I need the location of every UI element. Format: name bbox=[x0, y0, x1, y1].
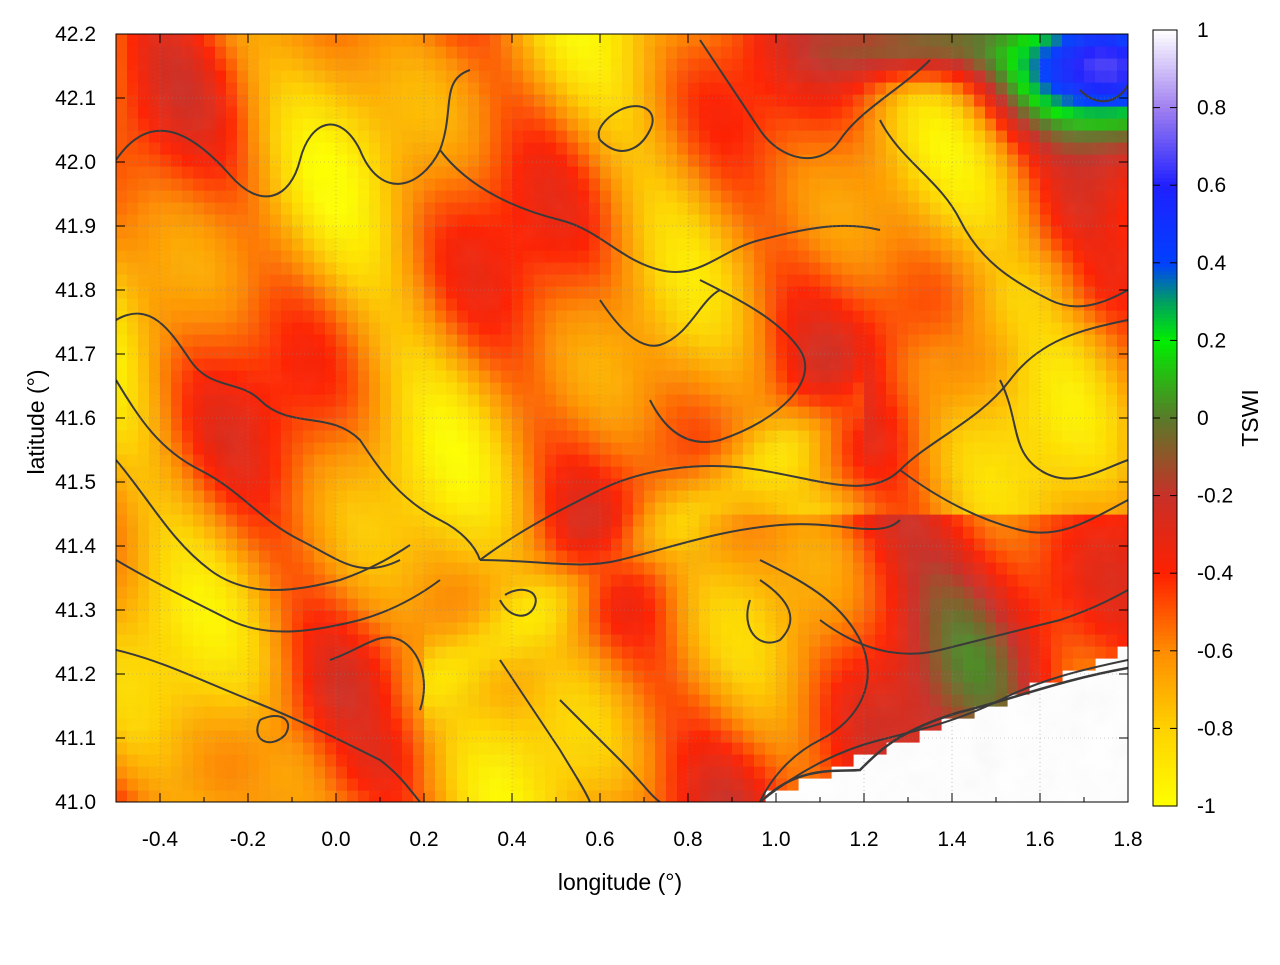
chart-svg: -0.4 -0.2 0.0 0.2 0.4 0.6 0.8 1.0 1.2 1.4 1.6 1.8 4… bbox=[23, 19, 1263, 895]
tswi-heatmap-chart: -0.4 -0.2 0.0 0.2 0.4 0.6 0.8 1.0 1.2 1.4 1.6 1.8 4… bbox=[23, 19, 1263, 895]
